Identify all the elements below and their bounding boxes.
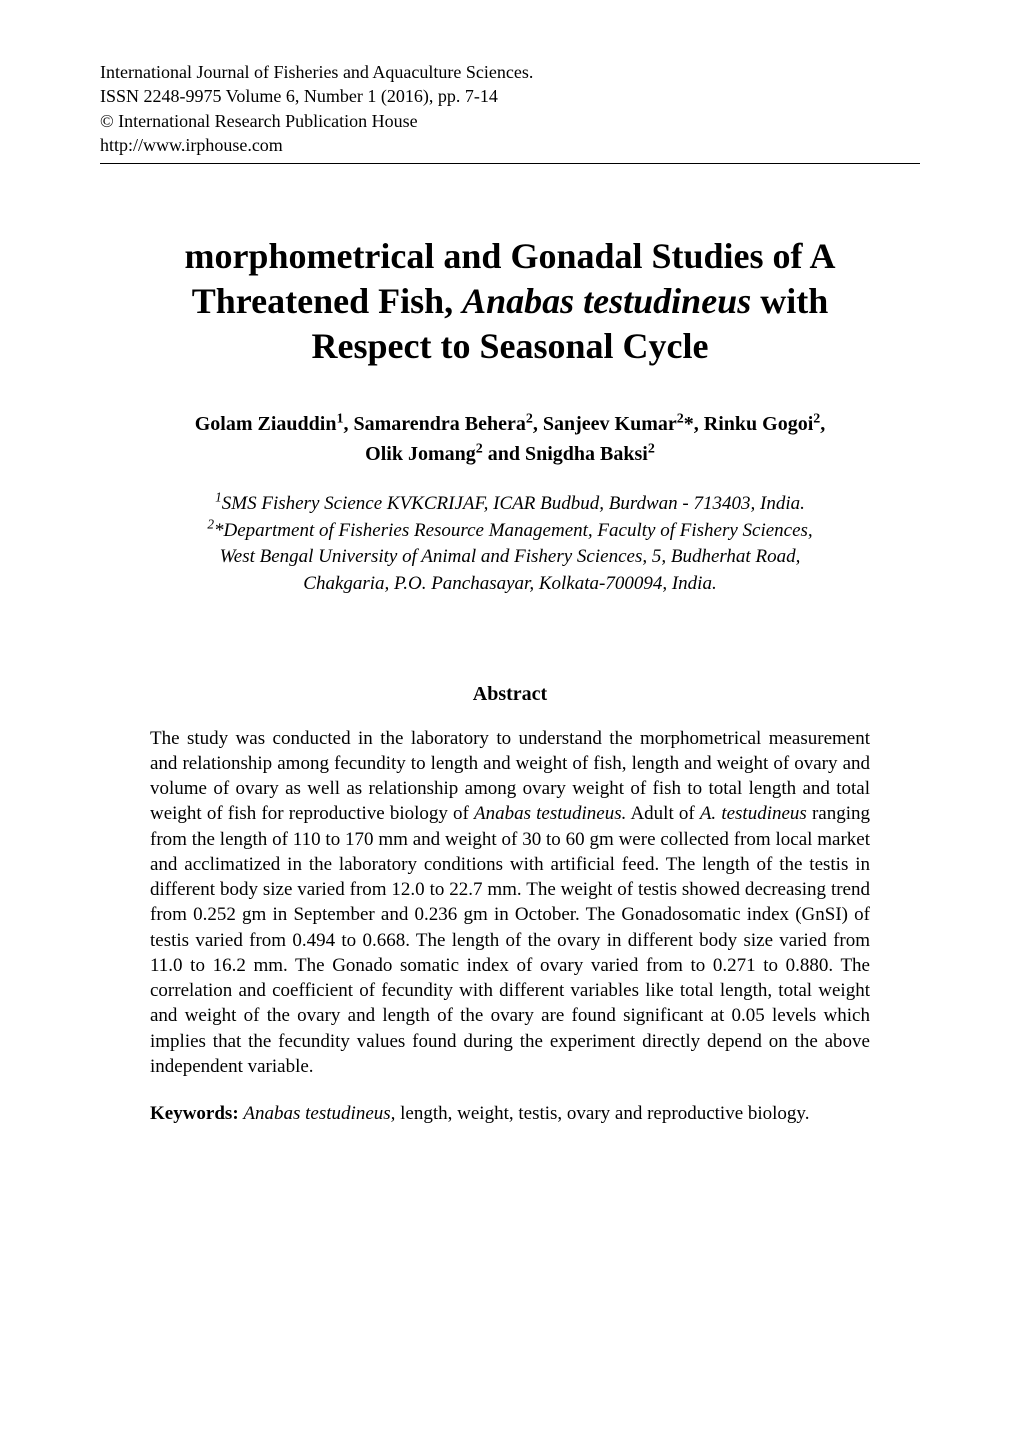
abstract-heading: Abstract — [100, 683, 920, 706]
keywords-label: Keywords: — [150, 1103, 239, 1124]
authors: Golam Ziauddin1, Samarendra Behera2, San… — [100, 409, 920, 469]
keywords: Keywords: Anabas testudineus, length, we… — [150, 1101, 870, 1126]
title-line-2: Threatened Fish, Anabas testudineus with — [192, 281, 828, 321]
abstract-body: The study was conducted in the laborator… — [150, 726, 870, 1080]
journal-name: International Journal of Fisheries and A… — [100, 60, 920, 84]
paper-title: morphometrical and Gonadal Studies of A … — [100, 234, 920, 369]
title-line-3: Respect to Seasonal Cycle — [312, 326, 709, 366]
journal-header: International Journal of Fisheries and A… — [100, 60, 920, 157]
journal-issn-line: ISSN 2248-9975 Volume 6, Number 1 (2016)… — [100, 84, 920, 108]
affiliations: 1SMS Fishery Science KVKCRIJAF, ICAR Bud… — [100, 491, 920, 597]
title-line-1: morphometrical and Gonadal Studies of A — [184, 236, 835, 276]
journal-publisher: © International Research Publication Hou… — [100, 109, 920, 133]
header-divider — [100, 163, 920, 164]
keywords-body: Anabas testudineus, length, weight, test… — [239, 1103, 810, 1124]
journal-url: http://www.irphouse.com — [100, 133, 920, 157]
